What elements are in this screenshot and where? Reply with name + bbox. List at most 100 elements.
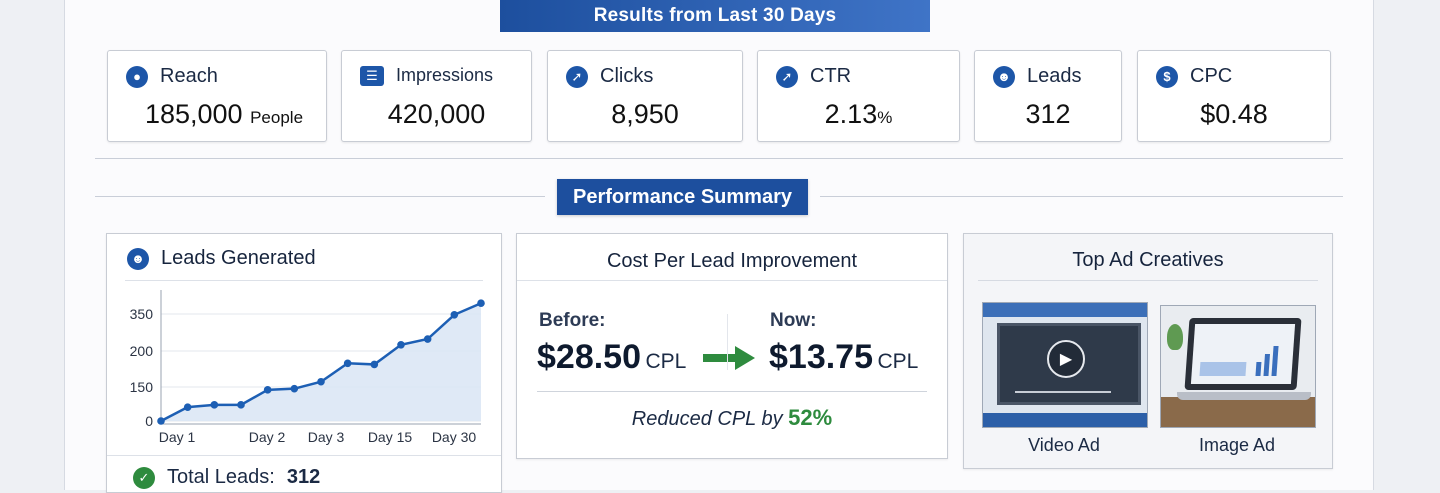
kpi-value: 8,950 [548, 99, 742, 130]
x-tick-label: Day 30 [432, 429, 477, 445]
kpi-value: $0.48 [1138, 99, 1330, 130]
data-point [290, 384, 299, 393]
total-leads-value: 312 [286, 466, 321, 488]
divider [978, 280, 1318, 281]
data-point [317, 377, 325, 386]
section-title: Performance Summary [557, 179, 808, 215]
cursor-click-icon: ➚ [776, 65, 798, 88]
leads-line-chart: 0 150 200 350 Day 1 Day 2 Day 3 Day 15 Day 30 [130, 290, 485, 445]
kpi-label: Leads [1027, 65, 1082, 87]
thumb-header [983, 303, 1147, 317]
kpi-label: CPC [1190, 65, 1233, 87]
user-icon: ☻ [127, 247, 149, 270]
divider [537, 391, 927, 392]
data-point [237, 401, 245, 409]
y-tick-label: 200 [130, 343, 154, 359]
kpi-number: 2.13 [824, 99, 878, 129]
bar [1255, 362, 1262, 376]
data-point [263, 386, 272, 394]
kpi-number: 185,000 [144, 99, 243, 129]
series-area [161, 303, 481, 421]
kpi-number: $0.48 [1200, 99, 1268, 129]
x-tick-label: Day 15 [368, 429, 413, 445]
data-point [343, 359, 352, 368]
kpi-card-ctr: ➚ CTR 2.13% [757, 50, 960, 142]
dollar-icon: $ [1156, 65, 1178, 88]
data-point [450, 310, 459, 319]
before-value: $28.50 CPL [537, 338, 686, 377]
reduction-text: Reduced CPL by [631, 408, 783, 430]
laptop-display [1190, 324, 1296, 384]
image-ad-thumbnail[interactable] [1160, 305, 1316, 428]
video-progress [1015, 391, 1111, 393]
divider [95, 196, 545, 197]
chat-bubble-icon: ☰ [360, 65, 384, 86]
plant-icon [1167, 324, 1183, 350]
y-tick-label: 0 [145, 413, 153, 429]
now-amount: $13.75 [769, 338, 873, 376]
check-icon: ✓ [133, 466, 155, 489]
card-title: Cost Per Lead Improvement [606, 250, 858, 272]
kpi-number: 312 [1025, 99, 1071, 129]
kpi-value: 312 [975, 99, 1121, 130]
card-title: Top Ad Creatives [1072, 249, 1224, 271]
kpi-value: 2.13% [758, 99, 959, 130]
image-ad-label: Image Ad [1198, 435, 1276, 455]
user-icon: ☻ [993, 65, 1015, 88]
kpi-value: 420,000 [342, 99, 531, 130]
before-amount: $28.50 [537, 338, 641, 376]
now-value: $13.75 CPL [769, 338, 918, 377]
thumb-footer [983, 413, 1147, 427]
card-header: ☻ Leads Generated [127, 247, 316, 270]
data-point [183, 403, 192, 411]
top-creatives-card: Top Ad Creatives ▶ Video Ad Image Ad [963, 233, 1333, 469]
location-pin-icon: ● [126, 65, 148, 88]
x-tick-label: Day 3 [308, 429, 345, 445]
x-tick-label: Day 2 [249, 429, 286, 445]
section-title-text: Performance Summary [573, 185, 792, 208]
total-leads-row: ✓ Total Leads: 312 [133, 466, 320, 489]
before-label: Before: [539, 310, 606, 331]
kpi-card-leads: ☻ Leads 312 [974, 50, 1122, 142]
divider [107, 455, 501, 456]
desk [1161, 397, 1315, 427]
reduction-value: 52% [788, 405, 833, 430]
leads-generated-card: ☻ Leads Generated 0 150 200 350 Day 1 Day 2 Da… [106, 233, 502, 493]
kpi-unit: % [877, 108, 893, 127]
now-unit: CPL [877, 350, 919, 373]
arrow-right-icon [703, 346, 755, 370]
cost-per-lead-card: Cost Per Lead Improvement Before: $28.50… [516, 233, 948, 459]
divider [125, 280, 483, 281]
kpi-card-clicks: ➚ Clicks 8,950 [547, 50, 743, 142]
x-tick-label: Day 1 [159, 429, 196, 445]
data-point [370, 360, 379, 369]
kpi-label: Impressions [396, 65, 494, 85]
area-graphic [1199, 362, 1247, 376]
data-point [477, 299, 485, 308]
period-banner: Results from Last 30 Days [500, 0, 930, 32]
total-leads-label: Total Leads: [167, 466, 275, 488]
kpi-label: Reach [160, 65, 218, 87]
laptop-base [1177, 392, 1311, 400]
kpi-label: CTR [810, 65, 852, 87]
kpi-unit: People [250, 108, 304, 127]
video-ad-label: Video Ad [1028, 435, 1100, 455]
divider [727, 314, 728, 370]
bar [1271, 346, 1279, 376]
laptop-screen [1184, 318, 1302, 390]
kpi-number: 8,950 [611, 99, 679, 129]
kpi-value: 185,000 People [122, 99, 326, 130]
data-point [210, 401, 219, 409]
video-ad-thumbnail[interactable]: ▶ [982, 302, 1148, 428]
data-point [397, 341, 405, 349]
play-icon[interactable]: ▶ [1047, 340, 1085, 378]
kpi-card-cpc: $ CPC $0.48 [1137, 50, 1331, 142]
kpi-card-impressions: ☰ Impressions 420,000 [341, 50, 532, 142]
data-point [157, 417, 165, 425]
period-banner-title: Results from Last 30 Days [593, 5, 837, 26]
before-unit: CPL [645, 350, 687, 373]
cursor-click-icon: ➚ [566, 65, 588, 88]
now-label: Now: [770, 310, 817, 331]
kpi-number: 420,000 [387, 99, 486, 129]
kpi-label: Clicks [600, 65, 654, 87]
